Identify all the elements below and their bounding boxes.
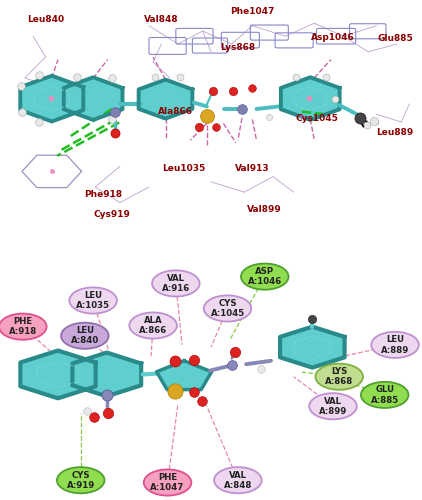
Text: PHE
A:1047: PHE A:1047 <box>150 473 185 492</box>
Text: LYS
A:868: LYS A:868 <box>325 367 353 386</box>
Text: Val848: Val848 <box>144 15 179 24</box>
Text: Lys868: Lys868 <box>220 44 255 52</box>
Text: VAL
A:916: VAL A:916 <box>162 274 190 293</box>
Text: Asp1046: Asp1046 <box>311 33 355 42</box>
Ellipse shape <box>69 288 117 314</box>
Ellipse shape <box>57 467 105 493</box>
Polygon shape <box>73 352 141 397</box>
Text: Val913: Val913 <box>235 164 270 173</box>
Ellipse shape <box>61 322 108 349</box>
Text: LEU
A:889: LEU A:889 <box>381 335 409 354</box>
Ellipse shape <box>214 467 262 493</box>
Text: Phe918: Phe918 <box>84 190 122 200</box>
Text: Val899: Val899 <box>247 204 282 214</box>
Text: Cys919: Cys919 <box>93 210 130 219</box>
Text: Cys1045: Cys1045 <box>295 114 338 122</box>
Text: Leu840: Leu840 <box>27 15 64 24</box>
Polygon shape <box>280 326 344 368</box>
Text: PHE
A:918: PHE A:918 <box>9 317 37 336</box>
Text: Phe1047: Phe1047 <box>230 7 275 16</box>
Text: Ala866: Ala866 <box>158 107 193 116</box>
Ellipse shape <box>371 332 419 358</box>
Text: LEU
A:840: LEU A:840 <box>71 326 99 345</box>
Text: VAL
A:899: VAL A:899 <box>319 396 347 416</box>
Text: CYS
A:919: CYS A:919 <box>67 470 95 490</box>
Ellipse shape <box>129 312 177 338</box>
Ellipse shape <box>315 364 363 390</box>
Polygon shape <box>64 78 122 120</box>
Text: LEU
A:1035: LEU A:1035 <box>76 291 110 310</box>
Polygon shape <box>20 76 83 122</box>
Text: Leu1035: Leu1035 <box>162 164 206 173</box>
Text: Leu889: Leu889 <box>376 128 414 137</box>
Text: ASP
A:1046: ASP A:1046 <box>248 267 282 286</box>
Text: Glu885: Glu885 <box>377 34 413 43</box>
Ellipse shape <box>204 296 252 322</box>
Ellipse shape <box>309 393 357 419</box>
Text: CYS
A:1045: CYS A:1045 <box>211 299 245 318</box>
Ellipse shape <box>361 382 408 408</box>
Ellipse shape <box>152 270 200 296</box>
Text: VAL
A:848: VAL A:848 <box>224 470 252 490</box>
Polygon shape <box>20 350 96 399</box>
Polygon shape <box>157 361 212 390</box>
Ellipse shape <box>0 314 46 340</box>
Polygon shape <box>281 78 340 120</box>
Ellipse shape <box>144 470 191 496</box>
Text: ALA
A:866: ALA A:866 <box>139 316 167 335</box>
Ellipse shape <box>241 264 289 289</box>
Polygon shape <box>139 80 192 118</box>
Text: GLU
A:885: GLU A:885 <box>371 385 399 404</box>
